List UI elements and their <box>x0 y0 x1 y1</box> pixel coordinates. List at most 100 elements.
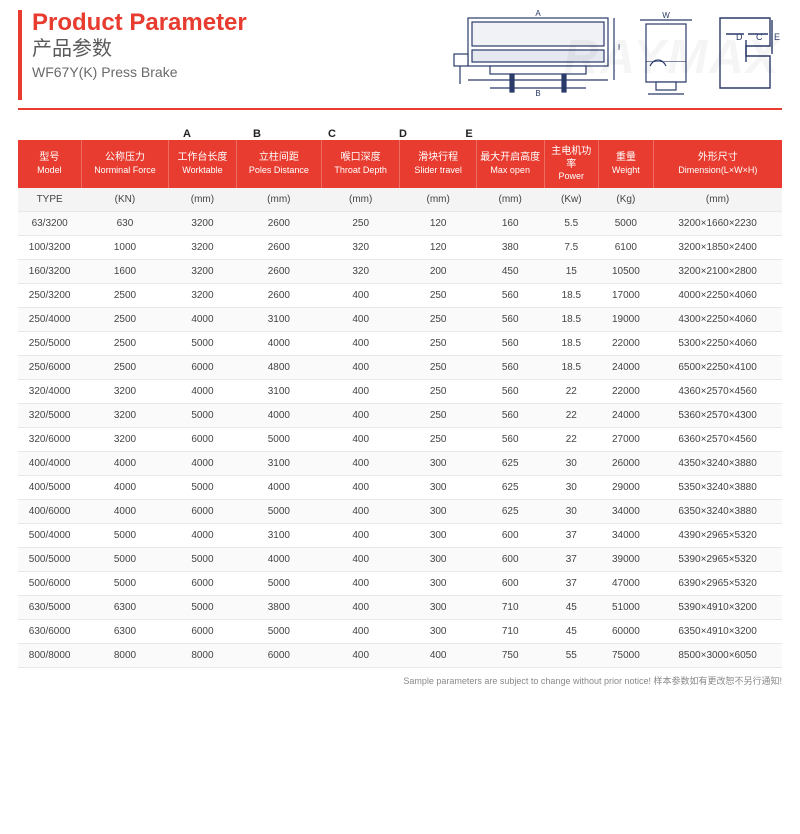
table-cell: 600 <box>476 524 544 548</box>
table-cell: 3200 <box>81 380 168 404</box>
table-cell: 4360×2570×4560 <box>653 380 782 404</box>
table-cell: 4000 <box>81 452 168 476</box>
table-cell: 37 <box>544 524 599 548</box>
table-cell: 63/3200 <box>18 212 81 236</box>
table-cell: 560 <box>476 356 544 380</box>
diagram-front-icon: A B H <box>450 10 620 100</box>
table-cell: 200 <box>400 260 476 284</box>
diagram-side-icon: W <box>626 10 706 100</box>
table-cell: 1600 <box>81 260 168 284</box>
table-cell: 320 <box>321 260 400 284</box>
table-cell: 4000 <box>169 524 237 548</box>
unit-row: TYPE(KN)(mm)(mm)(mm)(mm)(mm)(Kw)(Kg)(mm) <box>18 188 782 212</box>
column-header: 主电机功率Power <box>544 140 599 188</box>
table-cell: 300 <box>400 500 476 524</box>
table-cell: 120 <box>400 236 476 260</box>
table-cell: 300 <box>400 524 476 548</box>
svg-text:B: B <box>535 89 540 98</box>
table-cell: 8500×3000×6050 <box>653 644 782 668</box>
table-cell: 6100 <box>599 236 654 260</box>
unit-cell: (mm) <box>653 188 782 212</box>
table-cell: 2500 <box>81 332 168 356</box>
table-cell: 18.5 <box>544 332 599 356</box>
table-cell: 51000 <box>599 596 654 620</box>
table-cell: 4350×3240×3880 <box>653 452 782 476</box>
table-cell: 560 <box>476 404 544 428</box>
table-cell: 34000 <box>599 524 654 548</box>
footer-note: Sample parameters are subject to change … <box>18 674 782 687</box>
table-row: 500/600050006000500040030060037470006390… <box>18 572 782 596</box>
table-cell: 5000 <box>236 572 321 596</box>
table-cell: 5000 <box>599 212 654 236</box>
preheader-cell: A <box>156 128 218 140</box>
unit-cell: (Kw) <box>544 188 599 212</box>
table-header: 型号Model公称压力Norminal Force工作台长度Worktable立… <box>18 140 782 188</box>
table-cell: 625 <box>476 476 544 500</box>
table-cell: 3100 <box>236 452 321 476</box>
table-cell: 19000 <box>599 308 654 332</box>
table-cell: 320/5000 <box>18 404 81 428</box>
table-cell: 5390×4910×3200 <box>653 596 782 620</box>
table-cell: 6350×3240×3880 <box>653 500 782 524</box>
table-cell: 4000 <box>81 476 168 500</box>
table-cell: 4000 <box>236 332 321 356</box>
table-cell: 400 <box>321 356 400 380</box>
table-cell: 800/8000 <box>18 644 81 668</box>
table-cell: 400 <box>321 380 400 404</box>
table-cell: 29000 <box>599 476 654 500</box>
table-cell: 6000 <box>169 428 237 452</box>
table-cell: 2600 <box>236 284 321 308</box>
column-header: 公称压力Norminal Force <box>81 140 168 188</box>
table-cell: 5000 <box>81 548 168 572</box>
table-cell: 250 <box>321 212 400 236</box>
table-cell: 6000 <box>169 572 237 596</box>
table-cell: 400 <box>321 428 400 452</box>
table-cell: 630/5000 <box>18 596 81 620</box>
table-cell: 560 <box>476 332 544 356</box>
table-cell: 400 <box>321 404 400 428</box>
table-cell: 5.5 <box>544 212 599 236</box>
table-cell: 400 <box>321 644 400 668</box>
unit-cell: (mm) <box>321 188 400 212</box>
table-cell: 4800 <box>236 356 321 380</box>
table-cell: 4000 <box>169 380 237 404</box>
table-cell: 7.5 <box>544 236 599 260</box>
table-cell: 5000 <box>236 500 321 524</box>
table-cell: 3200 <box>81 428 168 452</box>
table-cell: 55 <box>544 644 599 668</box>
table-cell: 250/4000 <box>18 308 81 332</box>
preheader-cell: B <box>218 128 296 140</box>
table-cell: 250 <box>400 332 476 356</box>
table-cell: 4000 <box>236 404 321 428</box>
table-cell: 560 <box>476 308 544 332</box>
table-cell: 3200 <box>169 284 237 308</box>
table-cell: 6000 <box>169 356 237 380</box>
preheader-cell <box>600 128 718 140</box>
table-row: 400/400040004000310040030062530260004350… <box>18 452 782 476</box>
table-cell: 4000 <box>169 308 237 332</box>
header: Product Parameter 产品参数 WF67Y(K) Press Br… <box>18 10 782 110</box>
table-row: 630/500063005000380040030071045510005390… <box>18 596 782 620</box>
table-cell: 6390×2965×5320 <box>653 572 782 596</box>
table-cell: 8000 <box>81 644 168 668</box>
table-cell: 22000 <box>599 332 654 356</box>
table-cell: 750 <box>476 644 544 668</box>
svg-text:H: H <box>618 43 620 52</box>
table-row: 400/500040005000400040030062530290005350… <box>18 476 782 500</box>
table-cell: 600 <box>476 548 544 572</box>
table-cell: 2500 <box>81 284 168 308</box>
table-cell: 250 <box>400 308 476 332</box>
table-cell: 5000 <box>169 476 237 500</box>
table-cell: 400 <box>321 524 400 548</box>
table-cell: 450 <box>476 260 544 284</box>
unit-cell: (mm) <box>236 188 321 212</box>
table-cell: 250 <box>400 356 476 380</box>
table-cell: 5350×3240×3880 <box>653 476 782 500</box>
table-cell: 8000 <box>169 644 237 668</box>
table-cell: 4000 <box>169 452 237 476</box>
table-cell: 3800 <box>236 596 321 620</box>
preheader-cell <box>550 128 600 140</box>
table-cell: 300 <box>400 596 476 620</box>
table-cell: 300 <box>400 620 476 644</box>
table-cell: 45 <box>544 596 599 620</box>
